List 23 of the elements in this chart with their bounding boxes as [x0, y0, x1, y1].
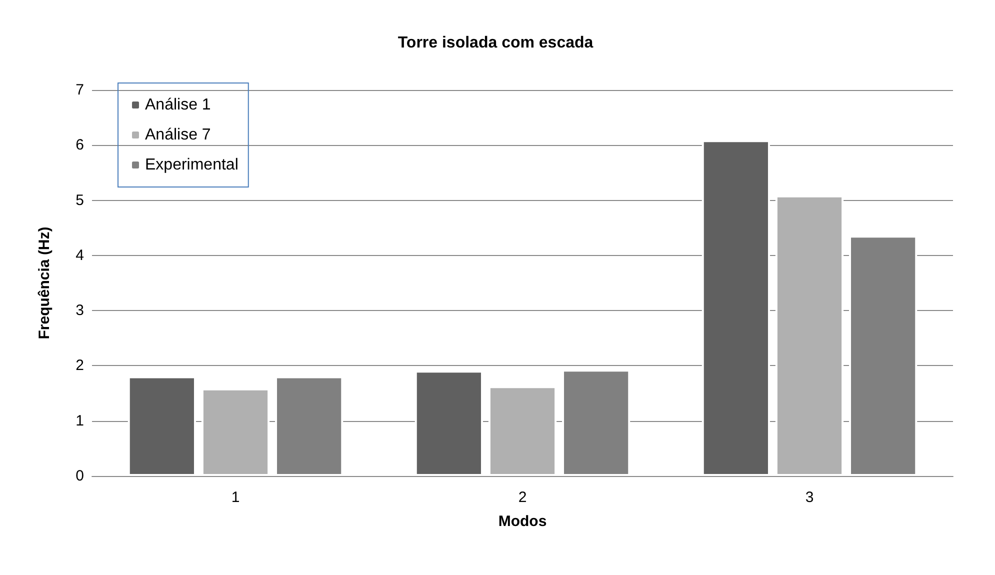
x-tick-label: 1 — [231, 489, 240, 506]
y-tick-label: 4 — [76, 246, 84, 264]
x-axis-title: Modos — [498, 513, 547, 530]
legend-label: Análise 1 — [145, 96, 211, 114]
chart-title: Torre isolada com escada — [398, 34, 594, 52]
bar — [128, 376, 196, 476]
bar — [488, 386, 557, 476]
y-tick-label: 2 — [76, 357, 84, 374]
y-axis-title: Frequência (Hz) — [36, 226, 53, 340]
legend-label: Análise 7 — [145, 126, 211, 144]
y-tick-label: 1 — [76, 412, 84, 430]
bar — [775, 195, 844, 476]
bar — [414, 370, 483, 476]
bar — [702, 140, 770, 476]
y-tick-label: 7 — [76, 82, 84, 98]
bar — [201, 388, 270, 476]
y-tick-label: 5 — [76, 192, 84, 209]
y-tick-label: 3 — [76, 302, 84, 320]
y-tick-label: 0 — [76, 468, 84, 484]
x-tick-label: 2 — [518, 489, 527, 506]
y-tick-label: 6 — [76, 136, 84, 154]
legend-label: Experimental — [145, 156, 238, 174]
x-tick-label: 3 — [805, 489, 814, 506]
